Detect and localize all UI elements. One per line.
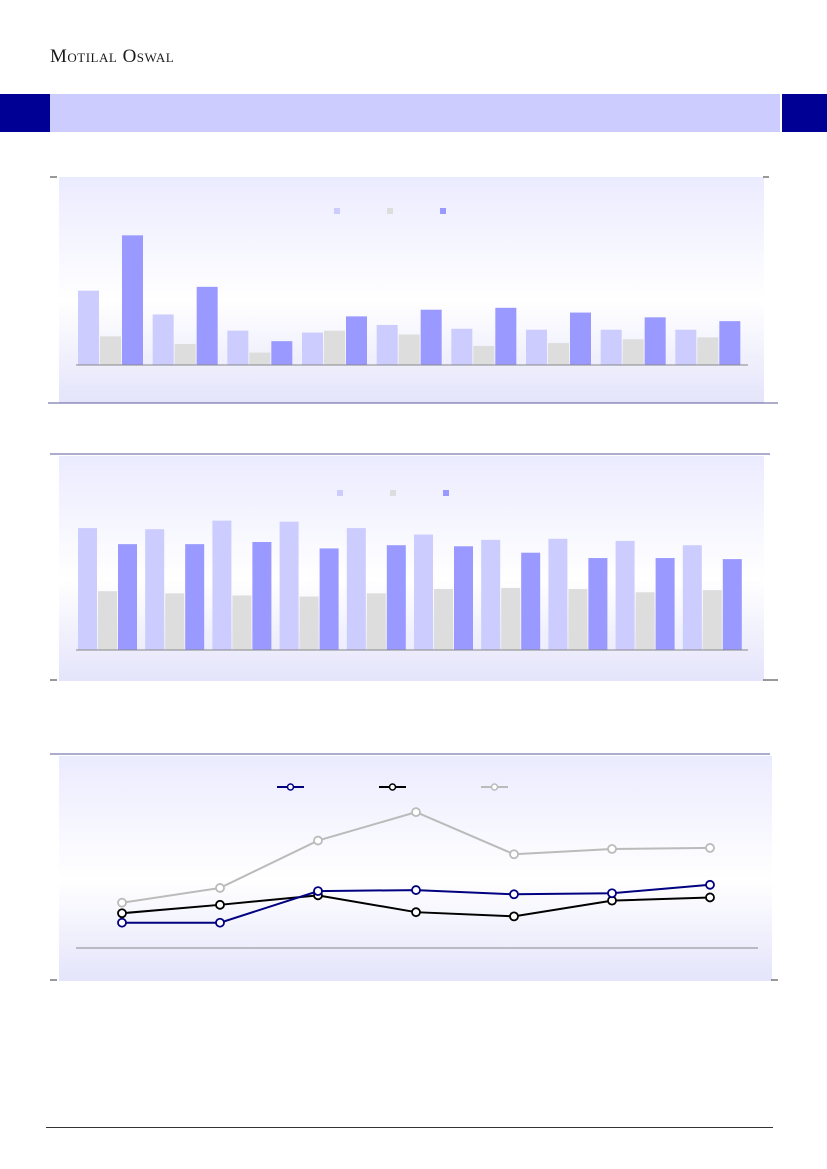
section-band-left bbox=[0, 94, 50, 132]
chart-2-bar-s1-4 bbox=[279, 521, 299, 650]
chart-2-bar-s2-10 bbox=[702, 590, 722, 650]
chart-2-bar-s3-9 bbox=[655, 558, 675, 650]
chart-2-bar-s3-2 bbox=[185, 544, 205, 650]
chart-1-bar-s3-2 bbox=[196, 286, 218, 365]
chart-3-point-s1-5 bbox=[509, 889, 519, 900]
chart-1 bbox=[48, 176, 778, 404]
chart-2-bar-s2-3 bbox=[232, 595, 252, 650]
chart-2-legend-swatch-3 bbox=[443, 490, 449, 496]
chart-1-bar-s3-9 bbox=[719, 321, 741, 365]
section-band-right bbox=[782, 94, 827, 132]
chart-3-point-s1-4 bbox=[411, 885, 421, 895]
chart-3-point-s3-3 bbox=[313, 835, 323, 846]
chart-3-legend-marker-3 bbox=[490, 783, 499, 791]
chart-3-point-s3-1 bbox=[117, 897, 127, 908]
footer-rule bbox=[46, 1127, 773, 1128]
chart-2-bar-s2-1 bbox=[98, 591, 117, 650]
chart-1-bar-s3-3 bbox=[271, 341, 293, 365]
chart-3-background bbox=[59, 756, 772, 981]
chart-3-point-s2-7 bbox=[705, 892, 715, 903]
chart-1-bar-s2-4 bbox=[324, 330, 345, 365]
chart-3-point-s2-4 bbox=[411, 907, 421, 918]
chart-2-bar-s1-10 bbox=[682, 545, 702, 650]
brand-logo: Motilal Oswal bbox=[50, 46, 175, 67]
chart-panel-3 bbox=[48, 750, 778, 986]
chart-1-bar-s2-6 bbox=[473, 345, 495, 365]
chart-2-bar-s3-7 bbox=[521, 552, 541, 650]
chart-2-bar-s3-3 bbox=[252, 542, 272, 650]
chart-3-point-s1-7 bbox=[705, 879, 715, 890]
chart-2-bar-s1-5 bbox=[346, 528, 366, 650]
chart-2-bar-s2-5 bbox=[366, 593, 386, 650]
chart-2-bar-s3-4 bbox=[319, 548, 339, 650]
chart-2-legend-swatch-1 bbox=[337, 490, 343, 496]
chart-panel-1 bbox=[48, 170, 778, 406]
chart-3-point-s3-7 bbox=[705, 843, 715, 853]
chart-2-bar-s3-10 bbox=[722, 559, 742, 650]
chart-2-bar-s1-9 bbox=[615, 540, 635, 650]
chart-3-point-s3-5 bbox=[509, 849, 519, 860]
chart-3-point-s2-5 bbox=[509, 911, 519, 922]
chart-1-bar-s3-4 bbox=[346, 316, 367, 365]
chart-1-bar-s2-2 bbox=[174, 344, 196, 365]
chart-2-bar-s3-5 bbox=[386, 545, 406, 650]
chart-2-bar-s3-1 bbox=[118, 544, 137, 650]
chart-1-bar-s1-4 bbox=[302, 332, 323, 365]
chart-2-bar-s2-6 bbox=[434, 589, 453, 650]
chart-1-bar-s1-1 bbox=[78, 290, 99, 365]
chart-1-legend-swatch-2 bbox=[387, 208, 393, 214]
chart-1-bar-s1-2 bbox=[152, 314, 174, 365]
chart-3-point-s1-6 bbox=[607, 888, 617, 899]
chart-1-bar-s1-3 bbox=[227, 330, 249, 365]
chart-1-bar-s3-7 bbox=[570, 312, 591, 365]
chart-2-bar-s1-3 bbox=[212, 520, 232, 650]
chart-3-point-s1-1 bbox=[117, 917, 127, 928]
chart-1-bar-s3-5 bbox=[420, 309, 442, 365]
chart-1-bar-s1-9 bbox=[675, 329, 697, 365]
chart-1-bar-s3-6 bbox=[495, 307, 517, 365]
chart-3-point-s1-3 bbox=[313, 886, 323, 897]
chart-1-bar-s2-8 bbox=[622, 339, 644, 365]
chart-1-bar-s3-8 bbox=[644, 317, 666, 365]
chart-1-bar-s2-9 bbox=[697, 337, 719, 365]
chart-2-bar-s1-8 bbox=[548, 538, 568, 650]
chart-1-bar-s1-6 bbox=[451, 328, 473, 365]
chart-2 bbox=[50, 453, 778, 681]
chart-2-bar-s1-6 bbox=[414, 534, 433, 650]
chart-2-bar-s2-7 bbox=[501, 587, 521, 650]
chart-panel-2 bbox=[48, 450, 778, 686]
chart-1-bar-s2-1 bbox=[100, 336, 121, 365]
chart-3 bbox=[50, 753, 778, 981]
chart-3-point-s2-2 bbox=[215, 899, 225, 910]
chart-3-point-s3-4 bbox=[411, 807, 421, 818]
chart-1-bar-s3-1 bbox=[122, 235, 143, 365]
chart-1-bar-s2-7 bbox=[548, 343, 569, 365]
chart-2-bar-s3-6 bbox=[454, 546, 473, 650]
chart-1-bar-s1-8 bbox=[600, 329, 622, 365]
chart-3-point-s3-6 bbox=[607, 844, 617, 854]
chart-3-legend-marker-2 bbox=[388, 783, 397, 791]
chart-2-bar-s2-4 bbox=[299, 596, 319, 650]
chart-1-bar-s1-5 bbox=[376, 324, 398, 365]
chart-1-bar-s2-3 bbox=[249, 352, 271, 365]
chart-3-point-s1-2 bbox=[215, 917, 225, 928]
chart-2-bar-s2-8 bbox=[568, 589, 588, 650]
chart-3-legend-marker-1 bbox=[286, 783, 295, 791]
chart-1-legend-swatch-1 bbox=[334, 208, 340, 214]
chart-1-legend-swatch-3 bbox=[440, 208, 446, 214]
chart-1-bar-s1-7 bbox=[526, 329, 547, 365]
chart-1-background bbox=[59, 177, 764, 403]
chart-2-legend-swatch-2 bbox=[390, 490, 396, 496]
chart-3-point-s3-2 bbox=[215, 883, 225, 893]
chart-2-bar-s2-2 bbox=[165, 593, 185, 650]
section-band bbox=[50, 94, 780, 132]
chart-2-bar-s2-9 bbox=[635, 592, 655, 650]
chart-2-bar-s3-8 bbox=[588, 558, 608, 650]
chart-1-bar-s2-5 bbox=[398, 334, 420, 365]
chart-2-bar-s1-7 bbox=[481, 539, 501, 650]
chart-2-bar-s1-2 bbox=[145, 529, 165, 650]
chart-2-bar-s1-1 bbox=[78, 528, 97, 650]
chart-3-point-s2-1 bbox=[117, 908, 127, 919]
